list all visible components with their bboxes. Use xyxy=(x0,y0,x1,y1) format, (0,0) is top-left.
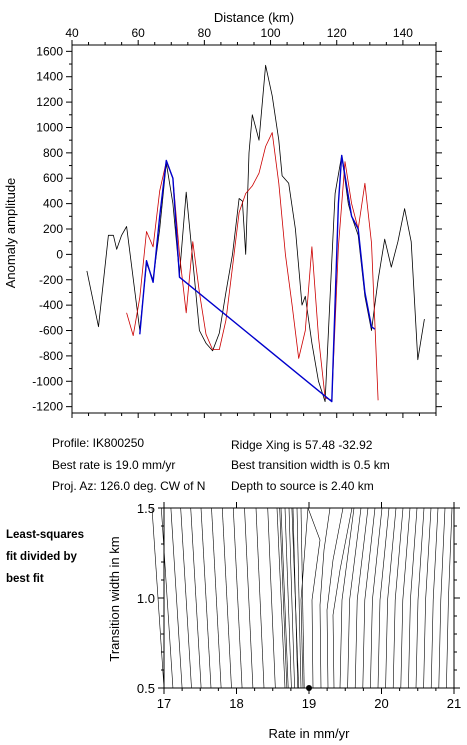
contour-line xyxy=(267,507,276,689)
bottom-y-tick-label: 1.0 xyxy=(137,591,155,606)
top-y-tick-label: 1400 xyxy=(36,70,63,84)
top-y-tick-label: -800 xyxy=(39,349,63,363)
contour-line xyxy=(430,507,439,689)
contour-line xyxy=(415,507,425,689)
side-label-line-2: fit divided by xyxy=(6,551,77,563)
top-y-tick-label: 1000 xyxy=(36,120,63,134)
contour-line xyxy=(200,507,212,689)
fit-window-line xyxy=(139,154,376,403)
top-y-tick-label: -600 xyxy=(39,324,63,338)
top-y-axis-label: Anomaly amplitude xyxy=(3,178,18,289)
top-plot-frame xyxy=(71,44,437,414)
bottom-x-tick-label: 17 xyxy=(157,696,171,711)
top-y-tick-label: 200 xyxy=(43,222,63,236)
top-y-tick-label: 1600 xyxy=(36,44,63,58)
top-x-tick-label: 60 xyxy=(132,26,146,40)
top-x-tick-label: 120 xyxy=(327,26,347,40)
top-x-axis-label: Distance (km) xyxy=(214,10,294,25)
side-label-line-1: Least-squares xyxy=(6,529,84,541)
best-rate-label: Best rate is 19.0 mm/yr xyxy=(52,458,176,472)
contour-line xyxy=(288,507,295,689)
top-y-tick-label: -1000 xyxy=(32,374,63,388)
top-x-tick-label: 140 xyxy=(393,26,413,40)
side-label-line-3: best fit xyxy=(6,573,44,585)
contour-line xyxy=(319,507,331,689)
contour-line xyxy=(392,507,404,689)
contour-line xyxy=(180,507,192,689)
bottom-y-ticks: 0.5 1.0 1.5 xyxy=(137,501,460,696)
contour-line xyxy=(400,507,411,689)
best-fit-marker xyxy=(306,685,312,691)
contour-line xyxy=(362,507,376,689)
contour-line xyxy=(300,507,305,689)
profile-label: Profile: IK800250 xyxy=(52,436,145,450)
bottom-x-tick-label: 20 xyxy=(374,696,388,711)
contour-lines xyxy=(151,507,453,689)
contour-line xyxy=(244,507,254,689)
contour-line xyxy=(326,507,344,689)
top-y-tick-label: 800 xyxy=(43,146,63,160)
contour-line xyxy=(280,507,289,689)
contour-line xyxy=(161,507,174,689)
best-transition-label: Best transition width is 0.5 km xyxy=(231,458,390,472)
contour-line xyxy=(408,507,418,689)
contour-line xyxy=(276,507,286,689)
top-y-tick-label: 0 xyxy=(56,247,63,261)
depth-label: Depth to source is 2.40 km xyxy=(231,479,374,493)
contour-line xyxy=(307,507,321,689)
top-y-tick-label: 1200 xyxy=(36,95,63,109)
proj-az-label: Proj. Az: 126.0 deg. CW of N xyxy=(52,479,206,493)
contour-line xyxy=(221,507,232,689)
top-y-ticks: -1200 -1000 -800 -600 -400 -200 0 200 400 600 800 1… xyxy=(32,44,442,414)
contour-line xyxy=(279,507,288,689)
observed-profile-line xyxy=(86,64,425,403)
contour-line xyxy=(339,507,355,689)
contour-line xyxy=(292,507,299,689)
bottom-x-tick-label: 18 xyxy=(229,696,243,711)
top-x-tick-label: 100 xyxy=(261,26,281,40)
contour-line xyxy=(423,507,432,689)
contour-line xyxy=(354,507,369,689)
contour-line xyxy=(170,507,183,689)
contour-line xyxy=(377,507,390,689)
contour-line xyxy=(255,507,265,689)
ridge-xing-label: Ridge Xing is 57.48 -32.92 xyxy=(231,438,373,452)
top-y-tick-label: -200 xyxy=(39,273,63,287)
contour-line xyxy=(211,507,222,689)
top-x-tick-label: 80 xyxy=(198,26,212,40)
contour-line xyxy=(284,507,292,689)
contour-line xyxy=(385,507,397,689)
top-y-tick-label: -1200 xyxy=(32,400,63,414)
anomaly-chart: Distance (km) Anomaly amplitude 40 60 80 10… xyxy=(3,10,442,418)
top-y-tick-label: -400 xyxy=(39,298,63,312)
top-x-tick-label: 40 xyxy=(65,26,79,40)
contour-line xyxy=(332,507,353,689)
bottom-y-tick-label: 0.5 xyxy=(137,681,155,696)
top-y-tick-label: 400 xyxy=(43,197,63,211)
bottom-x-ticks: 17 18 19 20 21 xyxy=(157,502,461,711)
contour-chart: 17 18 19 20 21 0.5 1.0 1.5 Rate in mm/yr Trans… xyxy=(107,501,461,741)
top-y-tick-label: 600 xyxy=(43,171,63,185)
contour-line xyxy=(347,507,362,689)
contour-line xyxy=(300,507,309,689)
bottom-x-tick-label: 19 xyxy=(302,696,316,711)
bottom-x-tick-label: 21 xyxy=(447,696,461,711)
contour-description: Least-squares fit divided by best fit xyxy=(6,524,84,590)
contour-line xyxy=(438,507,446,689)
contour-line xyxy=(446,507,453,689)
top-x-ticks: 40 60 80 100 120 140 xyxy=(65,26,437,418)
contour-line xyxy=(370,507,383,689)
bottom-x-axis-label: Rate in mm/yr xyxy=(269,726,351,741)
top-series-group xyxy=(86,64,425,403)
contour-line xyxy=(296,507,302,689)
bottom-y-axis-label: Transition width in km xyxy=(107,536,122,661)
bottom-y-tick-label: 1.5 xyxy=(137,501,155,516)
contour-line xyxy=(190,507,202,689)
contour-line xyxy=(232,507,243,689)
